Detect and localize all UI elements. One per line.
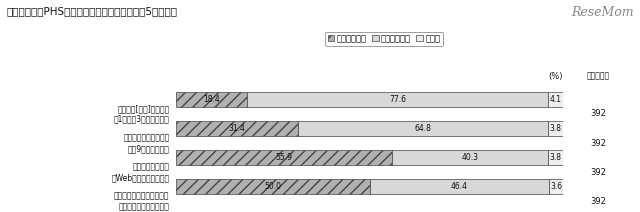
Text: （1日通話3分までなど）: （1日通話3分までなど） — [114, 115, 170, 124]
Bar — [549, 179, 563, 194]
Text: （夬9時までなど）: （夬9時までなど） — [128, 144, 170, 153]
Bar — [548, 150, 563, 165]
Text: (%): (%) — [548, 72, 563, 81]
Text: 392: 392 — [591, 109, 606, 119]
Text: サンプル数: サンプル数 — [587, 72, 610, 81]
Bar — [392, 150, 548, 165]
Text: 利用方法やマナーについて: 利用方法やマナーについて — [114, 192, 170, 201]
Text: 3.8: 3.8 — [550, 124, 562, 133]
Bar — [176, 121, 298, 136]
Text: 392: 392 — [591, 168, 606, 177]
Text: 392: 392 — [591, 197, 606, 206]
Bar — [298, 121, 548, 136]
Bar — [176, 179, 370, 194]
Text: 40.3: 40.3 — [462, 153, 479, 162]
Bar — [176, 92, 247, 107]
Text: 55.9: 55.9 — [276, 153, 292, 162]
Text: 31.4: 31.4 — [228, 124, 245, 133]
Text: ReseMom: ReseMom — [571, 6, 634, 19]
Text: 77.6: 77.6 — [389, 95, 406, 104]
Text: 46.4: 46.4 — [451, 182, 468, 191]
Text: 392: 392 — [591, 139, 606, 148]
Bar — [548, 92, 564, 107]
Bar — [176, 150, 392, 165]
Text: 64.8: 64.8 — [415, 124, 431, 133]
Text: 3.8: 3.8 — [550, 153, 562, 162]
Text: 18.4: 18.4 — [204, 95, 220, 104]
Text: 利用の時間帯について: 利用の時間帯について — [124, 133, 170, 142]
Bar — [247, 92, 548, 107]
Text: 』携帯電話・PHSを利用する際のルール＜小学5年生＞』: 』携帯電話・PHSを利用する際のルール＜小学5年生＞』 — [6, 6, 177, 16]
Text: 3.6: 3.6 — [550, 182, 563, 191]
Text: 50.0: 50.0 — [264, 182, 282, 191]
Text: （鉢事中は出ないなど）: （鉢事中は出ないなど） — [119, 202, 170, 211]
Text: （Webは使わないなど）: （Webは使わないなど） — [111, 173, 170, 182]
Text: 4.1: 4.1 — [550, 95, 562, 104]
Bar — [548, 121, 563, 136]
Text: 利用内容について: 利用内容について — [132, 162, 170, 172]
Text: 利用時間[長さ]について: 利用時間[長さ]について — [117, 104, 170, 113]
Bar — [370, 179, 549, 194]
Legend: ルールがある, ルールがない, 無回答: ルールがある, ルールがない, 無回答 — [325, 32, 443, 46]
